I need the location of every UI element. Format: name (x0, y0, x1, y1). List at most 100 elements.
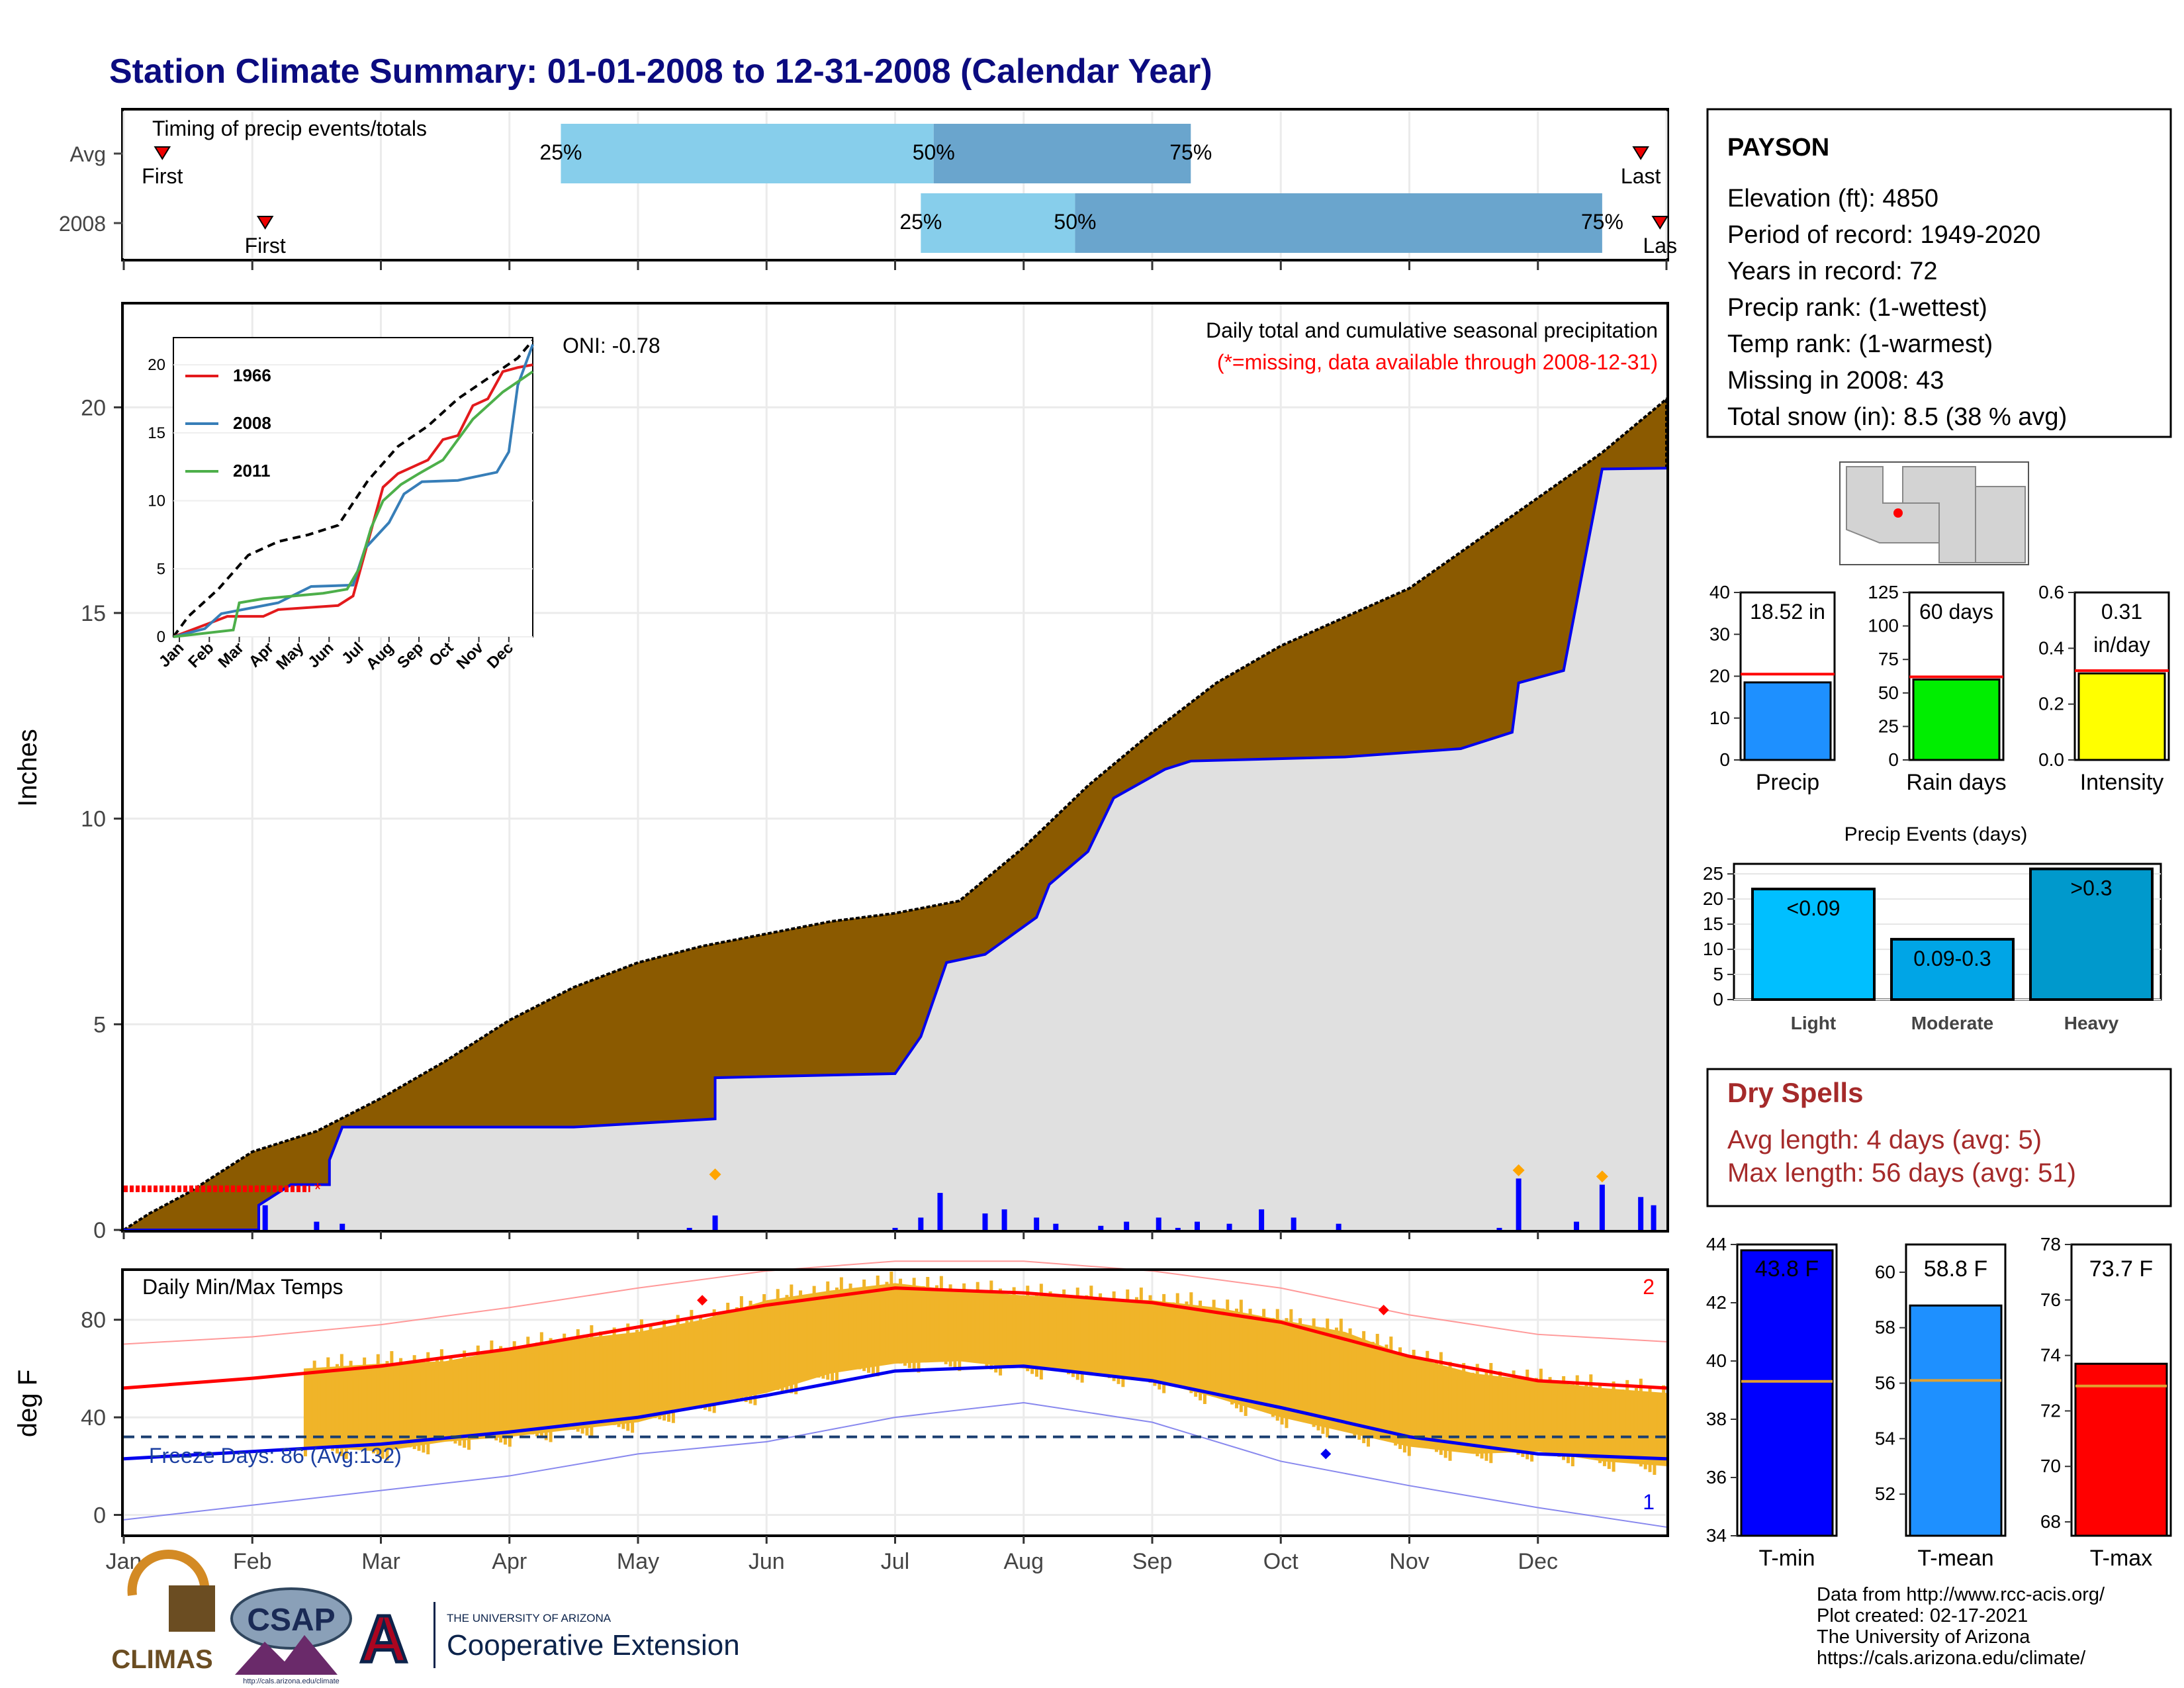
daily-temp-bar (1639, 1378, 1643, 1467)
daily-precip-bar (937, 1193, 943, 1230)
temp-corner-count-low: 1 (1643, 1490, 1655, 1514)
daily-temp-bar (639, 1319, 643, 1415)
temp-panel-ytick-label: 60 (1875, 1262, 1895, 1282)
heavy-event-marker (709, 1168, 721, 1181)
daily-temp-bar (1380, 1352, 1384, 1435)
ua-small: THE UNIVERSITY OF ARIZONA (447, 1612, 612, 1624)
daily-temp-bar (685, 1320, 689, 1405)
precip-bar-panels: 0 10 20 30 40 18.52 in Precip 0 25 50 75 100 125 60 d… (1709, 582, 2170, 795)
month-label: Oct (1263, 1549, 1298, 1574)
daily-temp-bar (776, 1289, 780, 1390)
daily-precip-bar (1496, 1227, 1502, 1230)
daily-temp-bar (1394, 1355, 1398, 1446)
inset-legend-label: 1966 (233, 365, 271, 385)
daily-temp-bar (1003, 1305, 1007, 1357)
precip-panel-ytick-label: 0.4 (2038, 637, 2064, 658)
daily-temp-bar (839, 1277, 843, 1362)
inset-ytick-label: 15 (148, 424, 165, 442)
daily-temp-bar (1457, 1371, 1461, 1445)
daily-temp-bar (994, 1297, 998, 1373)
daily-temp-bar (1321, 1327, 1325, 1434)
daily-temp-bar (1134, 1297, 1138, 1374)
heavy-event-marker (1596, 1170, 1608, 1183)
daily-temp-bar (499, 1346, 503, 1443)
daily-temp-bar (1662, 1385, 1666, 1459)
daily-temp-bar (340, 1354, 343, 1456)
temp-ytick-label: 80 (81, 1308, 106, 1333)
daily-temp-bar (1398, 1347, 1402, 1449)
precip-events-panel: Precip Events (days) 0 5 10 15 20 25 <0.09 Ligh… (1703, 823, 2162, 1033)
daily-temp-bar (1289, 1309, 1293, 1410)
daily-temp-bar (1348, 1328, 1352, 1433)
precip-panel-bar (1743, 681, 1832, 761)
daily-temp-bar (1643, 1396, 1647, 1470)
timing-first-label: First (142, 164, 183, 188)
temp-extreme-marker (1320, 1448, 1332, 1460)
daily-precip-bar (712, 1215, 718, 1230)
daily-temp-bar (571, 1339, 575, 1430)
daily-temp-bar (1007, 1296, 1011, 1360)
main-ytick-label: 15 (81, 601, 106, 626)
daily-precip-bar (1001, 1209, 1007, 1230)
daily-temp-bar (1580, 1393, 1584, 1451)
daily-temp-bar (1203, 1318, 1206, 1405)
events-ytick-label: 0 (1713, 989, 1723, 1009)
daily-temp-bar (794, 1301, 798, 1395)
temp-panel-ytick-label: 52 (1875, 1483, 1895, 1504)
dry-spells-box: Dry Spells Avg length: 4 days (avg: 5) M… (1706, 1068, 2172, 1207)
daily-temp-bar (358, 1367, 362, 1446)
daily-temp-bar (1039, 1284, 1043, 1380)
temp-extreme-marker (1378, 1304, 1389, 1315)
daily-temp-bar (821, 1291, 825, 1379)
daily-temp-bar (1362, 1331, 1366, 1444)
footer-line: Data from http://www.rcc-acis.org/ (1817, 1584, 2105, 1605)
daily-temp-bar (1516, 1387, 1520, 1455)
daily-temp-bar (458, 1361, 462, 1446)
timing-row-label: Avg (69, 142, 106, 166)
inset-average-line (172, 339, 534, 638)
temp-panel-ytick-label: 72 (2040, 1400, 2061, 1421)
timing-title: Timing of precip events/totals (152, 117, 427, 140)
daily-temp-bar (790, 1284, 794, 1393)
daily-temp-bar (1389, 1336, 1393, 1442)
daily-temp-bar (1426, 1350, 1430, 1446)
daily-temp-bar (1421, 1359, 1425, 1443)
daily-precip-bar (1098, 1225, 1104, 1230)
daily-temp-bar (1212, 1299, 1216, 1389)
inset-month-label: Oct (426, 639, 457, 670)
daily-temp-bar (1484, 1372, 1488, 1461)
precip-panel-value-unit: in/day (2093, 633, 2150, 657)
daily-temp-bar (1443, 1370, 1447, 1458)
daily-temp-bar (335, 1364, 339, 1454)
daily-temp-bar (1507, 1380, 1511, 1450)
daily-precip-bar (686, 1227, 692, 1230)
daily-temp-bar (1226, 1299, 1230, 1401)
footer-line: Plot created: 02-17-2021 (1817, 1605, 2028, 1626)
precip-panel-ytick-label: 50 (1878, 682, 1899, 703)
daily-temp-bar (544, 1348, 548, 1440)
daily-temp-bar (1471, 1372, 1475, 1454)
daily-temp-bar (726, 1302, 730, 1396)
daily-temp-bar (1494, 1380, 1498, 1444)
daily-temp-bar (485, 1351, 489, 1436)
daily-temp-bar (535, 1342, 539, 1436)
inset-month-label: Mar (215, 639, 248, 671)
page-title: Station Climate Summary: 01-01-2008 to 1… (109, 52, 1212, 91)
daily-temp-bar (1357, 1338, 1361, 1440)
events-bar-text: >0.3 (2070, 876, 2112, 900)
temp-ylabel: deg F (13, 1370, 42, 1437)
daily-temp-bar (1607, 1391, 1611, 1470)
daily-temp-bar (803, 1307, 807, 1375)
daily-temp-bar (967, 1301, 971, 1355)
freeze-days-label: Freeze Days: 86 (Avg:132) (149, 1444, 402, 1468)
daily-temp-bar (1625, 1380, 1629, 1458)
daily-temp-bar (417, 1372, 421, 1451)
daily-temp-bar (608, 1337, 612, 1423)
daily-temp-bar (1339, 1319, 1343, 1426)
daily-temp-bar (1175, 1293, 1179, 1382)
timing-last-marker (1651, 216, 1669, 230)
daily-temp-bar (844, 1293, 848, 1364)
daily-temp-bar (1430, 1369, 1434, 1449)
daily-temp-bar (1171, 1302, 1175, 1379)
